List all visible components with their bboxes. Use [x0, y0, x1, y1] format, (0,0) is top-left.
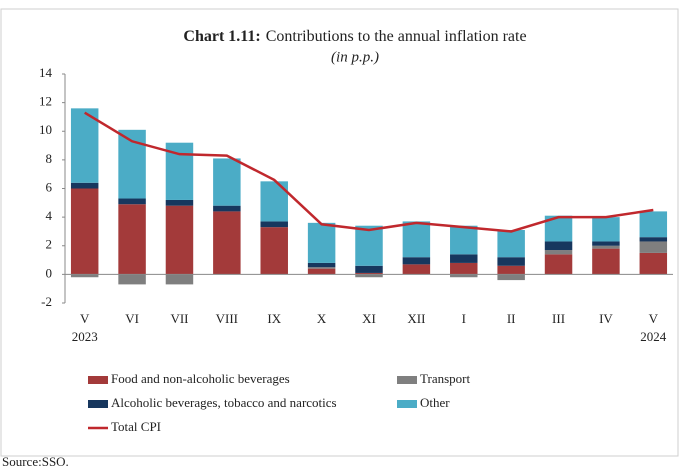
bar-segment — [213, 158, 241, 206]
chart-title: Chart 1.11: Contributions to the annual i… — [183, 28, 526, 45]
bar-segment — [402, 257, 431, 265]
title-text: Contributions to the annual inflation ra… — [266, 28, 527, 45]
bar-segment — [165, 205, 194, 275]
bar-segment — [450, 274, 478, 278]
legend-label: Other — [420, 395, 450, 410]
x-tick-label: VIII — [216, 311, 238, 326]
bar-segment — [260, 227, 288, 275]
x-tick-label: XII — [407, 311, 425, 326]
y-tick-label: 14 — [39, 65, 53, 80]
bar-segment — [307, 267, 336, 269]
y-tick-label: 6 — [46, 179, 53, 194]
source: Source:SSO. — [2, 454, 69, 469]
bar-segment — [213, 205, 241, 212]
bar-segment — [307, 222, 336, 263]
bar-segment — [639, 237, 668, 242]
bar-segment — [497, 257, 525, 266]
chart-subtitle: (in p.p.) — [331, 49, 379, 65]
x-tick-label: III — [552, 311, 565, 326]
x-tick-label: IV — [599, 311, 613, 326]
legend-swatch — [397, 400, 417, 408]
bar-segment — [355, 265, 383, 273]
bar-segment — [260, 221, 288, 228]
line-series — [84, 111, 654, 233]
bar-segment — [592, 248, 620, 275]
x-tick-label: V — [80, 311, 90, 326]
bar-segment — [307, 268, 336, 275]
legend-label: Food and non-alcoholic beverages — [111, 371, 290, 386]
bar-segment — [402, 264, 431, 275]
y-tick-label: 12 — [39, 94, 52, 109]
chart-frame — [0, 8, 679, 457]
bar-segment — [355, 274, 383, 278]
bar-segment — [592, 217, 620, 242]
legend-label: Alcoholic beverages, tobacco and narcoti… — [111, 395, 337, 410]
bar-segment — [450, 254, 478, 263]
bar-segment — [70, 188, 99, 275]
y-tick-label: 2 — [46, 237, 53, 252]
year-label: 2023 — [72, 329, 98, 344]
legend-label: Total CPI — [111, 419, 161, 434]
y-tick-label: 8 — [46, 151, 53, 166]
bar-segment — [592, 245, 620, 249]
bar-segment — [450, 225, 478, 255]
bar-segment — [450, 262, 478, 275]
y-tick-label: -2 — [41, 294, 52, 309]
bar-segment — [544, 250, 573, 255]
bar-segment — [497, 230, 525, 258]
x-tick-label: IX — [267, 311, 281, 326]
x-tick-label: II — [507, 311, 516, 326]
bar-segment — [118, 198, 146, 205]
y-tick-label: 4 — [46, 208, 53, 223]
x-tick-label: X — [317, 311, 327, 326]
x-tick-label: V — [649, 311, 659, 326]
legend-swatch — [88, 400, 108, 408]
y-tick-label: 0 — [46, 265, 53, 280]
legend-swatch — [88, 376, 108, 384]
y-tick-label: 10 — [39, 122, 52, 137]
bar-segment — [165, 199, 194, 206]
bar-segment — [497, 274, 525, 281]
bar-segment — [355, 272, 383, 275]
bar-segment — [592, 241, 620, 246]
x-tick-label: VI — [125, 311, 139, 326]
bar-segment — [639, 252, 668, 275]
bar-segment — [544, 241, 573, 251]
bar-segment — [402, 221, 431, 258]
bar-segment — [70, 182, 99, 189]
title-label: Chart 1.11: — [183, 28, 260, 45]
bar-segment — [639, 241, 668, 253]
bar-segment — [70, 108, 99, 183]
bar-segment — [165, 274, 194, 285]
bar-segment — [544, 254, 573, 275]
year-label: 2024 — [640, 329, 667, 344]
bar-segment — [118, 274, 146, 285]
bar-segment — [70, 274, 99, 278]
bar-segment — [639, 211, 668, 238]
bar-segment — [118, 204, 146, 275]
legend-swatch — [397, 376, 417, 384]
x-tick-label: XI — [362, 311, 376, 326]
bar-segment — [307, 262, 336, 268]
legend-label: Transport — [420, 371, 470, 386]
bar-segment — [213, 211, 241, 275]
bar-segment — [497, 265, 525, 275]
x-tick-label: I — [462, 311, 466, 326]
bar-segment — [355, 225, 383, 266]
x-tick-label: VII — [170, 311, 188, 326]
